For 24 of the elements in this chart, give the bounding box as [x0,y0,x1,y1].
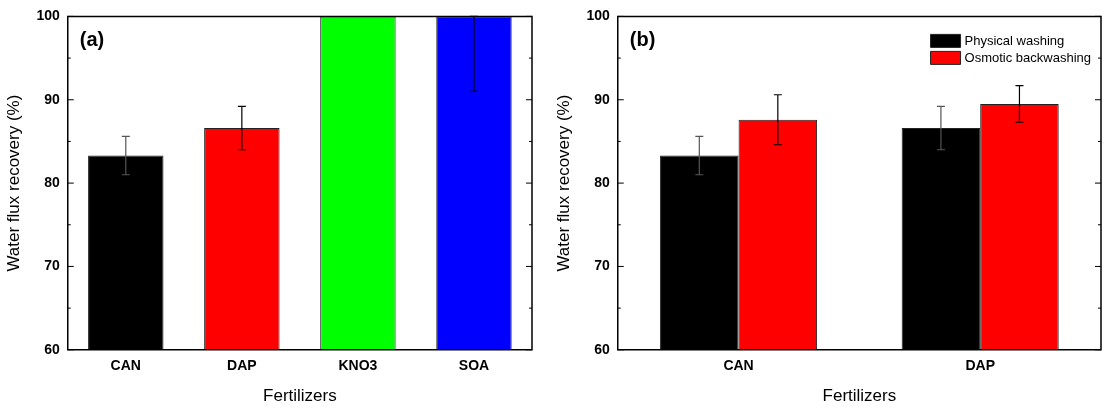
legend-label: Osmotic backwashing [964,49,1092,65]
y-tick-label: 70 [594,257,610,274]
y-tick-label: 80 [44,173,60,190]
y-tick-label: 90 [594,90,610,107]
x-tick-label: DAP [227,357,257,374]
y-tick-label: 100 [36,7,60,24]
y-tick-label: 60 [44,340,60,357]
y-axis-title: Water flux recovery (%) [553,94,573,272]
x-tick-label: CAN [110,357,141,374]
annotation: (b) [629,27,656,50]
y-tick-label: 90 [44,90,60,107]
x-tick-label: SOA [458,357,490,374]
x-tick-label: KNO3 [338,357,378,374]
x-tick-label: DAP [965,357,995,374]
y-tick-label: 70 [44,257,60,274]
y-tick-label: 60 [594,340,610,357]
y-tick-label: 100 [586,7,610,24]
legend-label: Physical washing [964,32,1065,48]
y-axis-title: Water flux recovery (%) [3,94,23,272]
x-tick-label: CAN [723,357,754,374]
x-axis-title: Fertilizers [263,386,337,406]
annotation: (a) [79,27,105,50]
y-tick-label: 80 [594,173,610,190]
x-axis-title: Fertilizers [822,386,897,406]
